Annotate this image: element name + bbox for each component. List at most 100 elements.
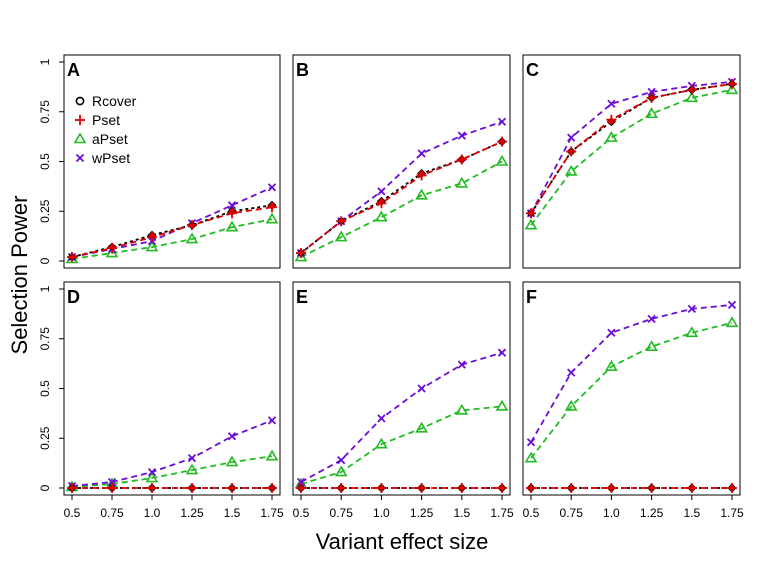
y-tick-label: 0.25 [38,199,52,223]
panel-frame [522,54,741,269]
x-tick-label: 0.75 [560,506,584,520]
data-point [107,483,117,493]
series-wpset [526,77,737,218]
y-tick-label: 1 [38,58,52,65]
series-line [530,321,733,459]
legend-label: Pset [92,112,120,128]
series-pset [296,483,507,493]
data-point [564,399,578,411]
series-pset [67,483,277,493]
series-wpset [526,300,737,447]
y-tick-label: 0.75 [38,100,52,124]
data-point [375,437,388,449]
data-point [415,188,428,200]
data-point [526,208,536,219]
data-point [567,133,576,142]
legend-marker [75,115,85,125]
series-wpset [67,183,277,262]
data-point [497,117,507,126]
x-tick-label: 1.25 [410,506,434,520]
panel-label: B [296,60,309,80]
y-tick-label: 0.5 [38,153,52,170]
x-axis-title: Variant effect size [316,529,489,554]
series-rcover [526,79,737,218]
y-tick-label: 0 [38,257,52,264]
data-point [497,348,507,357]
data-point [646,483,657,493]
panel-a: A 0 0.25 0.5 0.75 1 Rcover Pset aPset wPset [38,54,281,269]
series-line [530,82,733,214]
panel-b: B [292,54,511,269]
legend: Rcover Pset aPset wPset [73,93,137,166]
data-point [564,164,578,176]
data-point [334,465,348,477]
panel-e: E 0.5 0.75 1.0 1.25 1.5 1.75 [292,281,514,520]
x-tick-label: 0.5 [293,506,310,520]
data-point [566,146,577,157]
data-point [526,483,536,493]
data-point [185,232,199,244]
data-point [185,463,199,475]
data-point [296,477,306,487]
series-line [71,455,273,488]
series-apset [65,449,279,492]
data-point [686,84,697,95]
data-point [727,78,737,89]
data-point [67,252,77,263]
x-tick-label: 1.0 [603,506,620,520]
data-point [647,314,656,323]
data-point [265,212,279,224]
data-point [497,483,507,493]
data-point [334,230,348,242]
data-point [645,340,658,352]
data-point [227,483,237,493]
data-point [566,483,577,493]
data-point [606,114,617,125]
data-point [147,467,157,477]
data-point [296,483,306,493]
data-point [145,471,159,483]
data-point [495,154,509,166]
data-point [686,483,697,493]
x-tick-label: 1.75 [720,506,744,520]
data-point [107,477,117,487]
data-point [227,208,237,219]
data-point [145,240,159,252]
data-point [337,456,346,465]
data-point [526,438,536,447]
series-wpset [67,416,277,491]
data-point [267,202,277,213]
legend-marker [73,132,87,144]
legend-label: Rcover [92,93,137,109]
series-line [530,304,733,443]
data-point [147,483,157,493]
data-point [187,483,197,493]
data-point [417,384,426,393]
x-tick-label: 1.5 [683,506,700,520]
x-tick-label: 1.5 [453,506,470,520]
data-point [67,483,77,493]
y-tick-label: 0.5 [38,380,52,397]
series-pset [67,202,277,263]
data-point [416,170,427,181]
data-point [524,451,538,463]
data-point [495,399,509,411]
data-point [524,218,538,230]
series-line [71,218,273,260]
data-point [607,328,616,337]
legend-marker [75,153,85,163]
data-point [456,154,467,165]
data-point [336,483,347,493]
data-point [225,220,239,232]
legend-label: aPset [92,131,128,147]
data-point [687,304,696,314]
x-tick-label: 1.75 [490,506,514,520]
data-point [377,187,386,196]
data-point [646,92,657,103]
panel-label: F [526,287,537,307]
data-point [377,414,386,423]
data-point [725,316,739,328]
x-tick-label: 0.5 [64,506,81,520]
series-line [530,81,733,214]
